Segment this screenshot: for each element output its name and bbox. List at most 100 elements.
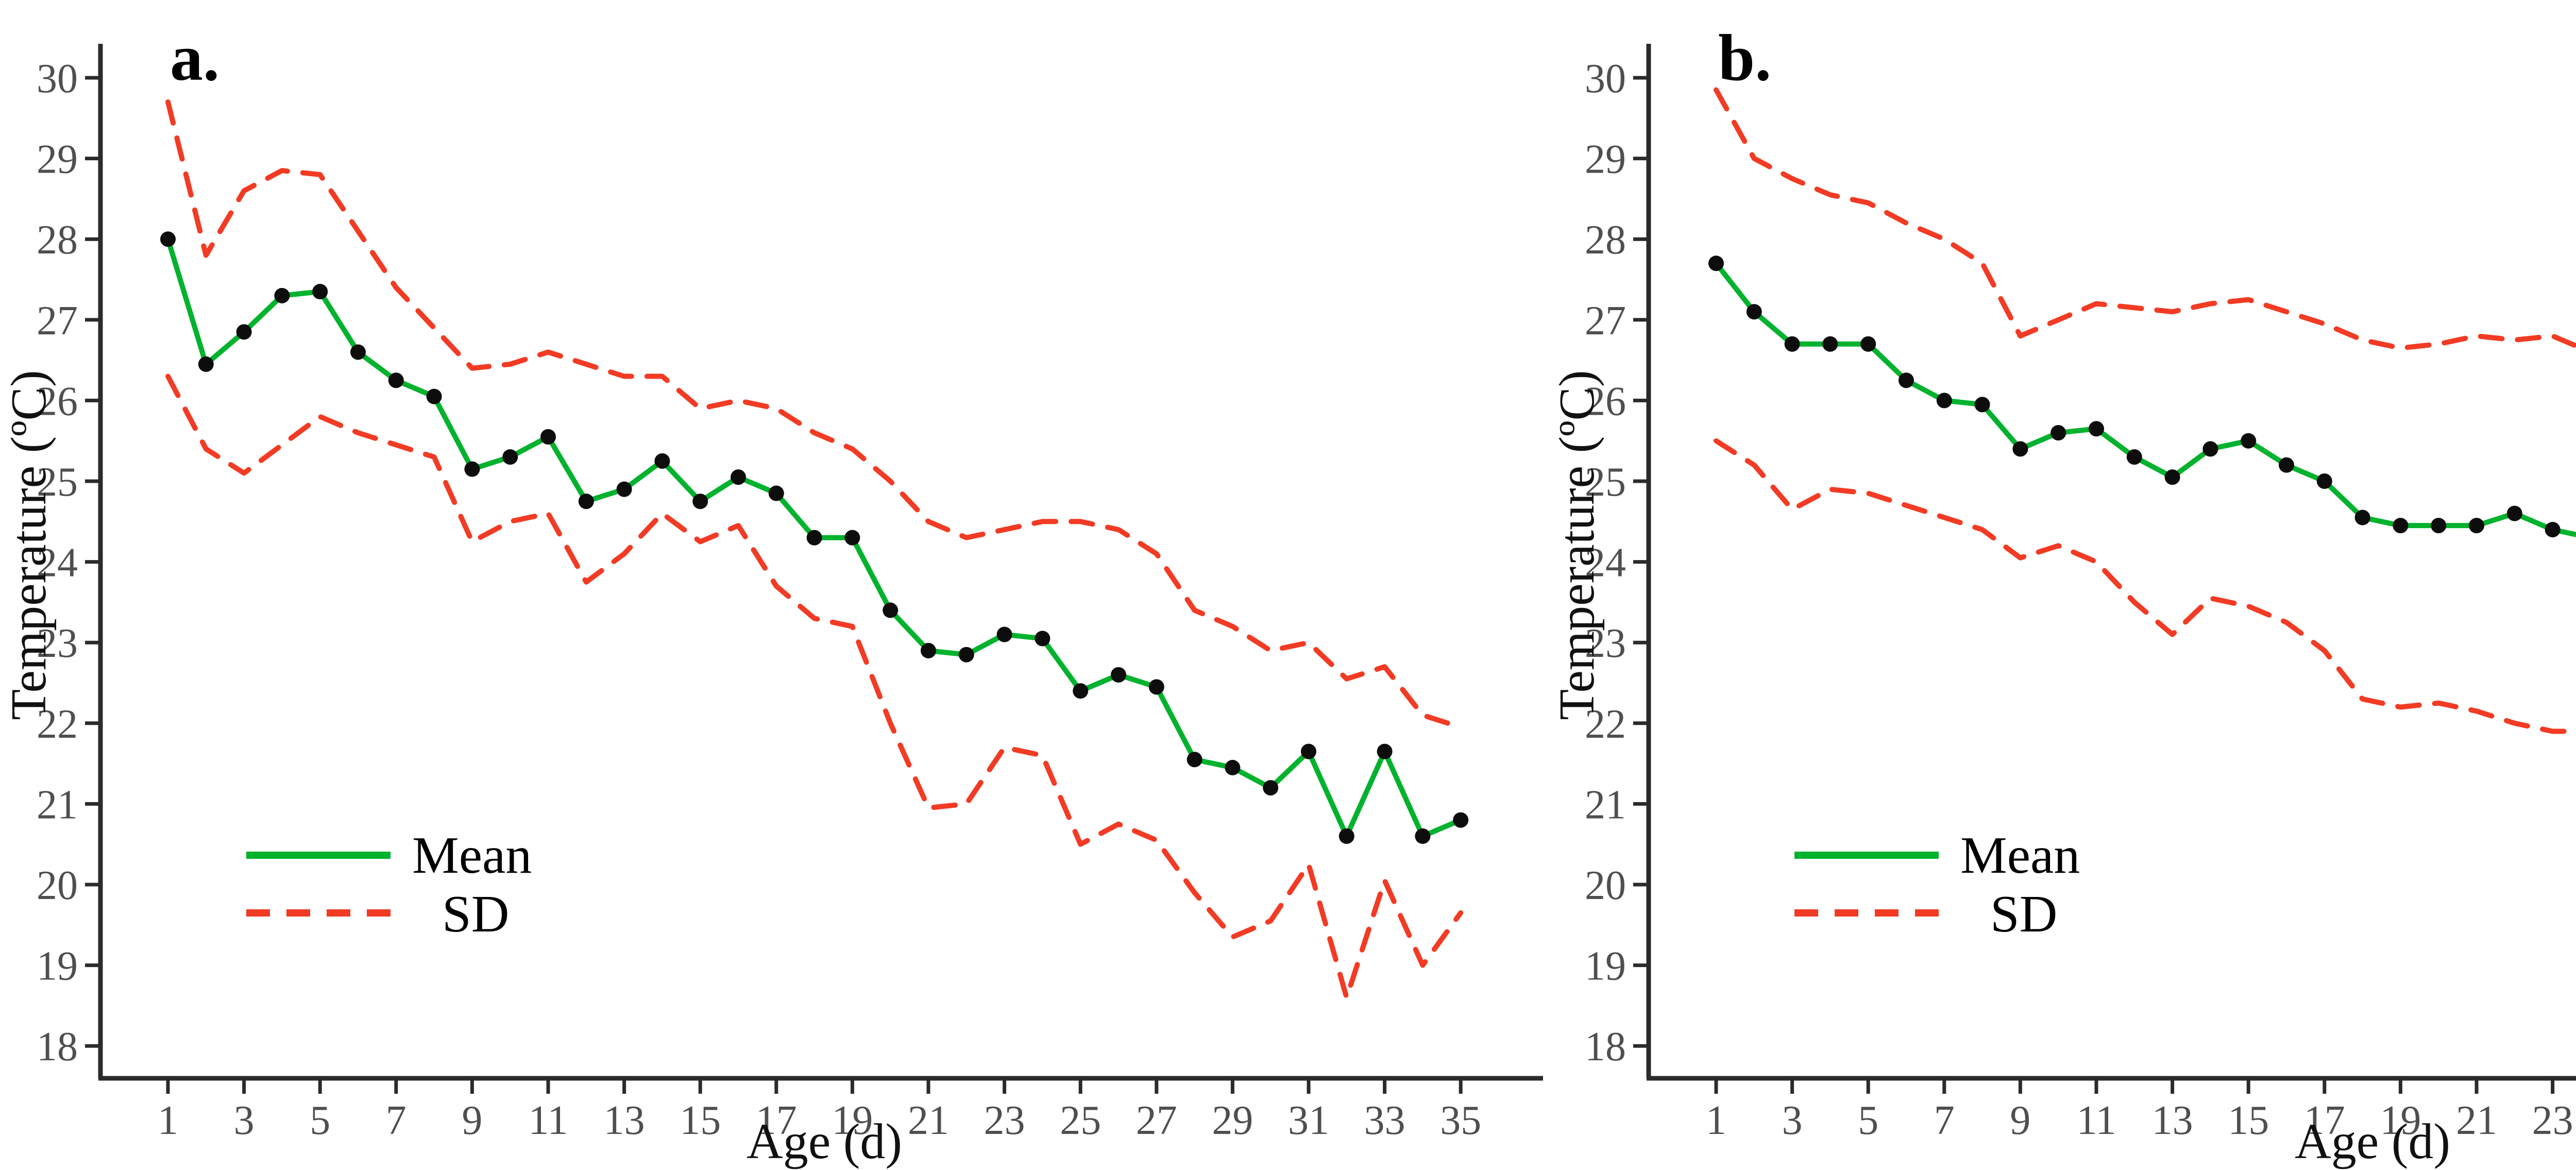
y-tick-label: 24 — [1585, 540, 1626, 586]
mean-point — [1148, 679, 1164, 695]
x-tick-label: 23 — [2532, 1098, 2573, 1143]
y-tick-label: 29 — [37, 137, 78, 182]
x-tick-label: 33 — [1364, 1098, 1405, 1143]
mean-point — [160, 231, 176, 247]
mean-point — [2164, 469, 2180, 485]
y-tick-label: 20 — [37, 863, 78, 908]
y-tick-label: 20 — [1585, 863, 1626, 908]
y-tick-label: 22 — [37, 702, 78, 747]
series-b — [1708, 87, 2576, 734]
mean-point — [388, 372, 404, 388]
y-tick-label: 19 — [1585, 944, 1626, 989]
sd-upper-line — [165, 99, 1464, 730]
mean-point — [426, 388, 442, 404]
x-tick-label: 11 — [2076, 1098, 2116, 1143]
y-axis-title: Temperature (ºC) — [1549, 370, 1605, 720]
mean-point — [1746, 304, 1762, 320]
y-tick-label: 24 — [37, 540, 78, 586]
mean-point — [2469, 518, 2484, 534]
sd-lower-line — [165, 374, 1464, 1001]
y-tick-label: 27 — [37, 298, 78, 344]
x-tick-label: 3 — [1782, 1098, 1803, 1143]
sd-upper-line — [1714, 87, 2576, 351]
x-tick-label: 5 — [1858, 1098, 1878, 1143]
x-tick-label: 29 — [1212, 1098, 1253, 1143]
y-tick-label: 28 — [1585, 217, 1626, 263]
x-tick-label: 27 — [1136, 1098, 1177, 1143]
mean-point — [2050, 425, 2066, 441]
mean-point — [2089, 421, 2104, 437]
mean-point — [958, 647, 974, 663]
mean-point — [2393, 518, 2409, 534]
mean-point — [2354, 510, 2370, 525]
x-tick-label: 17 — [756, 1098, 797, 1143]
mean-point — [883, 602, 899, 618]
mean-point — [1377, 743, 1393, 759]
mean-point — [921, 642, 936, 658]
x-tick-label: 13 — [604, 1098, 645, 1143]
mean-point — [616, 481, 632, 497]
x-tick-label: 23 — [984, 1098, 1025, 1143]
mean-point — [578, 494, 594, 510]
y-tick-label: 25 — [37, 460, 78, 505]
y-tick-label: 21 — [37, 782, 78, 827]
mean-point — [1415, 828, 1431, 844]
mean-point — [844, 530, 860, 546]
mean-point — [2012, 441, 2028, 457]
x-tick-label: 3 — [234, 1098, 255, 1143]
mean-point — [2279, 457, 2294, 473]
mean-point — [1035, 631, 1050, 647]
mean-point — [1263, 780, 1279, 796]
mean-point — [1899, 372, 1914, 388]
y-tick-label: 30 — [1585, 56, 1626, 101]
chart-panel-b: b. 18 19 20 21 22 23 24 25 26 27 28 29 30 1 3 5 7 9 11 13 15… — [1548, 0, 2576, 1170]
mean-point — [1225, 759, 1241, 775]
mean-point — [731, 469, 746, 485]
series-a — [160, 99, 1469, 1001]
sd-lower-line — [1714, 438, 2576, 734]
y-tick-label: 22 — [1585, 702, 1626, 747]
x-tick-label: 21 — [908, 1098, 949, 1143]
mean-point — [1301, 743, 1316, 759]
mean-point — [996, 626, 1012, 642]
mean-point — [198, 356, 214, 372]
panel-a-letter: a. — [170, 21, 219, 94]
x-tick-label: 5 — [310, 1098, 330, 1143]
x-tick-label: 25 — [1060, 1098, 1101, 1143]
x-tick-label: 19 — [832, 1098, 873, 1143]
mean-point — [2241, 433, 2257, 449]
y-tick-label: 25 — [1585, 460, 1626, 505]
mean-point — [502, 449, 518, 465]
legend-sd-label: SD — [442, 885, 509, 943]
mean-point — [2506, 505, 2522, 521]
legend-b: Mean SD — [1794, 826, 2080, 943]
y-tick-label: 18 — [37, 1024, 78, 1070]
x-tick-label: 11 — [528, 1098, 568, 1143]
x-tick-label: 17 — [2304, 1098, 2345, 1143]
legend-mean-label: Mean — [412, 826, 532, 885]
x-tick-label: 7 — [386, 1098, 406, 1143]
mean-point — [464, 461, 480, 477]
y-tick-label: 29 — [1585, 137, 1626, 182]
mean-point — [1784, 336, 1800, 352]
mean-point — [654, 453, 670, 469]
x-tick-label: 31 — [1288, 1098, 1329, 1143]
y-tick-label: 18 — [1585, 1024, 1626, 1070]
y-tick-label: 27 — [1585, 298, 1626, 344]
x-tick-label: 35 — [1440, 1098, 1481, 1143]
mean-point — [1187, 752, 1202, 768]
mean-point — [1073, 683, 1089, 699]
y-tick-label: 19 — [37, 944, 78, 989]
chart-panel-a: a. 18 19 20 21 22 23 24 25 26 27 28 29 30 1 3 5 7 9 11 13 15… — [1, 21, 1543, 1169]
mean-point — [274, 287, 290, 303]
mean-point — [1338, 828, 1354, 844]
mean-line — [1714, 261, 2576, 537]
x-tick-label: 15 — [2228, 1098, 2269, 1143]
mean-point — [350, 344, 366, 360]
x-tick-label: 7 — [1934, 1098, 1955, 1143]
x-tick-label: 1 — [158, 1098, 178, 1143]
mean-point — [1860, 336, 1876, 352]
